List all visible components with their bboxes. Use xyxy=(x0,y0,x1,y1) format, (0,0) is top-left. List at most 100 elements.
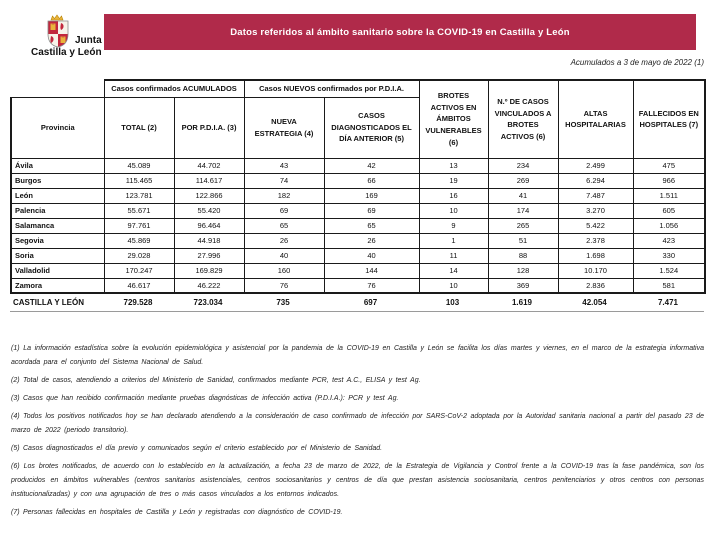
table-cell: 19 xyxy=(418,172,489,189)
group-header-new-cases: Casos NUEVOS confirmados por P.D.I.A. xyxy=(243,79,420,98)
table-cell: 1.056 xyxy=(632,217,707,234)
table-row-avila: Ávila 45.089 44.702 43 42 13 234 2.499 4… xyxy=(10,157,707,174)
table-cell: 51 xyxy=(487,232,559,249)
table-cell: 55.671 xyxy=(103,202,175,219)
table-cell: 122.866 xyxy=(173,187,245,204)
table-cell: 2.836 xyxy=(557,277,634,294)
table-cell: 182 xyxy=(243,187,325,204)
province-cell: Segovia xyxy=(10,232,105,249)
footnote-4: (4) Todos los positivos notificados hoy … xyxy=(11,413,704,434)
coat-of-arms-icon xyxy=(47,14,69,48)
table-cell: 234 xyxy=(487,157,559,174)
table-cell: 40 xyxy=(243,247,325,264)
footnote-6: (6) Los brotes notificados, de acuerdo c… xyxy=(11,463,704,498)
table-row-segovia: Segovia 45.869 44.918 26 26 1 51 2.378 4… xyxy=(10,232,707,249)
table-cell: 169.829 xyxy=(173,262,245,279)
footnote-3: (3) Casos que han recibido confirmación … xyxy=(11,395,399,402)
col-header-diagnosed-prev-day: CASOS DIAGNOSTICADOS EL DÍA ANTERIOR (5) xyxy=(323,96,420,159)
table-row-valladolid: Valladolid 170.247 169.829 160 144 14 12… xyxy=(10,262,707,279)
table-cell: 144 xyxy=(323,262,420,279)
totals-cell: 697 xyxy=(363,298,378,307)
table-cell: 76 xyxy=(323,277,420,294)
table-cell: 96.464 xyxy=(173,217,245,234)
table-cell: 10 xyxy=(418,277,489,294)
table-row-soria: Soria 29.028 27.996 40 40 11 88 1.698 33… xyxy=(10,247,707,264)
table-cell: 9 xyxy=(418,217,489,234)
table-cell: 1.511 xyxy=(632,187,707,204)
table-cell: 26 xyxy=(323,232,420,249)
table-corner-cell xyxy=(11,80,104,97)
table-cell: 1.524 xyxy=(632,262,707,279)
table-cell: 74 xyxy=(243,172,325,189)
table-row-burgos: Burgos 115.465 114.617 74 66 19 269 6.29… xyxy=(10,172,707,189)
totals-cell: 735 xyxy=(276,298,290,307)
table-cell: 29.028 xyxy=(103,247,175,264)
table-cell: 11 xyxy=(418,247,489,264)
province-cell: Burgos xyxy=(10,172,105,189)
table-cell: 114.617 xyxy=(173,172,245,189)
sub-header-row: Provincia TOTAL (2) POR P.D.I.A. (3) NUE… xyxy=(10,96,705,159)
table-cell: 45.869 xyxy=(103,232,175,249)
province-cell: Salamanca xyxy=(10,217,105,234)
table-cell: 966 xyxy=(632,172,707,189)
table-cell: 581 xyxy=(632,277,707,294)
province-cell: León xyxy=(10,187,105,204)
table-cell: 26 xyxy=(243,232,325,249)
table-cell: 41 xyxy=(487,187,559,204)
table-cell: 330 xyxy=(632,247,707,264)
table-cell: 46.617 xyxy=(103,277,175,294)
table-cell: 27.996 xyxy=(173,247,245,264)
table-cell: 475 xyxy=(632,157,707,174)
province-cell: Soria xyxy=(10,247,105,264)
junta-logo: Junta de Castilla y León xyxy=(18,12,122,70)
totals-cell: 103 xyxy=(445,298,460,307)
group-header-accumulated: Casos confirmados ACUMULADOS xyxy=(103,79,245,98)
table-cell: 160 xyxy=(243,262,325,279)
table-cell: 14 xyxy=(418,262,489,279)
totals-cell: 729.528 xyxy=(123,298,153,307)
table-cell: 42 xyxy=(323,157,420,174)
table-cell: 1 xyxy=(418,232,489,249)
covid-data-table: Casos confirmados ACUMULADOS Casos NUEVO… xyxy=(10,79,707,294)
table-cell: 265 xyxy=(487,217,559,234)
table-cell: 43 xyxy=(243,157,325,174)
table-cell: 10.170 xyxy=(557,262,634,279)
col-header-outbreak-cases: N.º DE CASOS VINCULADOS A BROTES ACTIVOS… xyxy=(487,79,559,159)
banner-title: Datos referidos al ámbito sanitario sobr… xyxy=(104,14,696,50)
table-cell: 6.294 xyxy=(557,172,634,189)
col-header-hospital-discharges: ALTAS HOSPITALARIAS xyxy=(557,79,634,159)
table-cell: 2.499 xyxy=(557,157,634,174)
table-cell: 169 xyxy=(323,187,420,204)
covid-table-wrap: Casos confirmados ACUMULADOS Casos NUEVO… xyxy=(10,79,707,312)
footnote-1: (1) La información estadística sobre la … xyxy=(11,345,704,366)
table-cell: 44.918 xyxy=(173,232,245,249)
table-cell: 69 xyxy=(243,202,325,219)
table-cell: 16 xyxy=(418,187,489,204)
table-cell: 97.761 xyxy=(103,217,175,234)
logo-text-line1: Junta de xyxy=(75,35,117,46)
table-cell: 13 xyxy=(418,157,489,174)
table-cell: 123.781 xyxy=(103,187,175,204)
totals-label: CASTILLA Y LEÓN xyxy=(13,298,84,307)
totals-cell: 723.034 xyxy=(193,298,223,307)
col-header-province: Provincia xyxy=(10,96,105,159)
totals-row-table: CASTILLA Y LEÓN 729.528 723.034 735 697 … xyxy=(10,294,704,312)
table-cell: 170.247 xyxy=(103,262,175,279)
table-row-palencia: Palencia 55.671 55.420 69 69 10 174 3.27… xyxy=(10,202,707,219)
table-cell: 423 xyxy=(632,232,707,249)
table-cell: 65 xyxy=(323,217,420,234)
table-cell: 3.270 xyxy=(557,202,634,219)
table-cell: 5.422 xyxy=(557,217,634,234)
table-row-zamora: Zamora 46.617 46.222 76 76 10 369 2.836 … xyxy=(10,277,707,294)
totals-cell: 42.054 xyxy=(582,298,607,307)
province-cell: Valladolid xyxy=(10,262,105,279)
table-cell: 1.698 xyxy=(557,247,634,264)
table-cell: 115.465 xyxy=(103,172,175,189)
footnote-7: (7) Personas fallecidas en hospitales de… xyxy=(11,509,343,516)
table-cell: 269 xyxy=(487,172,559,189)
col-header-hospital-deaths: FALLECIDOS EN HOSPITALES (7) xyxy=(632,79,707,159)
logo-text-line2: Castilla y León xyxy=(31,47,102,58)
table-cell: 76 xyxy=(243,277,325,294)
table-row-leon: León 123.781 122.866 182 169 16 41 7.487… xyxy=(10,187,707,204)
